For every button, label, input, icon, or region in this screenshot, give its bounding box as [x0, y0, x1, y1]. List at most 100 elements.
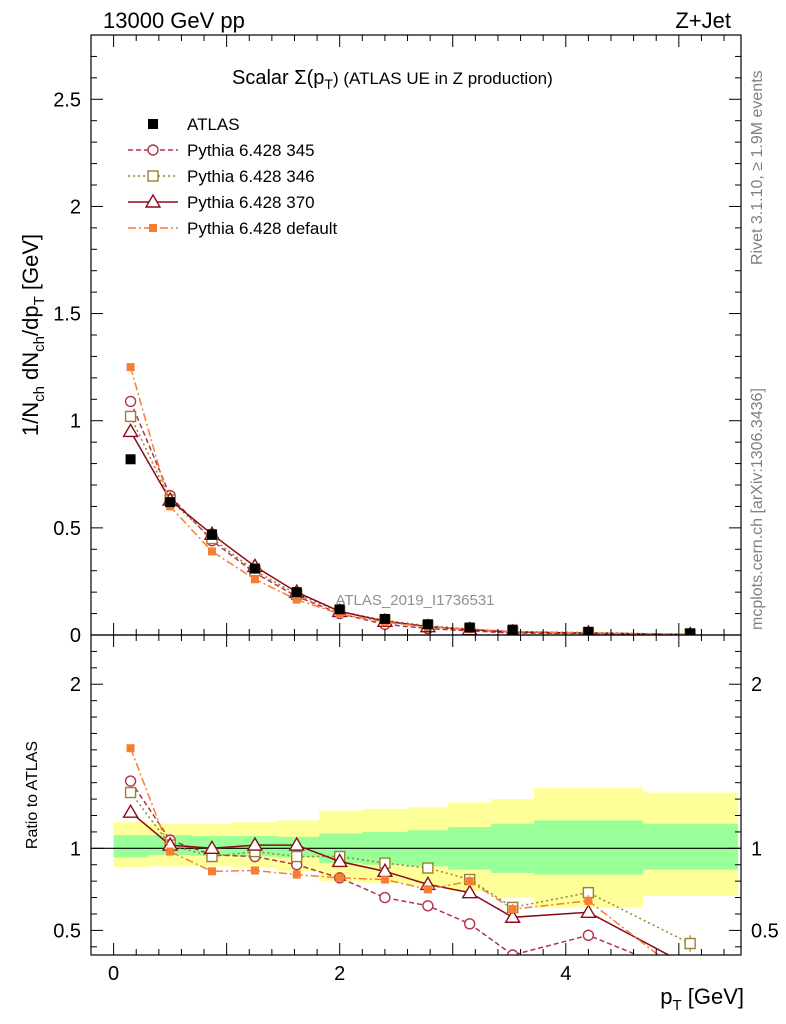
series-line-p370: [129, 431, 691, 635]
xtick-label: 2: [334, 963, 345, 985]
ratio-line-p346: [130, 792, 691, 945]
ratio-point-p346: [291, 850, 303, 863]
rivet-label: Rivet 3.1.10, ≥ 1.9M events: [749, 70, 766, 265]
ratio-point-p370: [504, 908, 521, 923]
ratio-point-p370: [203, 839, 221, 855]
point-atlas: [206, 529, 217, 540]
ytick-label: 2: [70, 196, 81, 218]
point-pdefault: [250, 575, 259, 584]
point-atlas: [165, 497, 176, 508]
ratio-series-pdefault: [126, 744, 694, 984]
ratio-point-p345: [379, 891, 391, 904]
ratio-point-pdefault: [584, 896, 593, 905]
ytick-label: 1.5: [53, 304, 81, 326]
ytick-label: 1: [70, 411, 81, 433]
point-atlas: [507, 624, 518, 635]
ratio-point-p345: [463, 918, 476, 930]
ratio-point-p370: [246, 836, 264, 851]
legend-item-pdefault: Pythia 6.428 default: [128, 219, 338, 238]
legend-label-p346: Pythia 6.428 346: [187, 167, 315, 186]
point-p370: [122, 423, 139, 438]
ratio-series-p370: [122, 803, 697, 971]
point-atlas: [379, 613, 390, 624]
ratio-point-p370: [288, 836, 305, 851]
ratio-point-p370: [580, 903, 597, 919]
ratio-frame: [90, 634, 742, 956]
ratio-point-pdefault: [380, 875, 389, 884]
legend-marker-p345: [147, 144, 159, 156]
ratio-point-pdefault: [166, 847, 175, 856]
band-green: [113, 820, 739, 875]
ratio-line-pdefault: [129, 747, 660, 955]
legend-item-p345: Pythia 6.428 345: [128, 141, 315, 160]
point-p346: [124, 410, 137, 423]
point-atlas: [249, 563, 260, 574]
mcplots-label: mcplots.cern.ch [arXiv:1306.3436]: [749, 388, 766, 630]
ratio-ytick-label: 0.5: [53, 920, 81, 942]
point-p345: [124, 395, 137, 408]
ytick-label: 2.5: [53, 89, 81, 111]
main-plot-area: [122, 363, 696, 635]
ratio-ylabel: Ratio to ATLAS: [24, 741, 41, 849]
legend-label-p345: Pythia 6.428 345: [187, 141, 315, 160]
ratio-point-p345: [685, 971, 695, 981]
ratio-point-pdefault: [207, 867, 216, 876]
ratio-line-p370: [130, 811, 671, 955]
main-axes: 0 0.5 1 1.5 2 2.5: [53, 35, 741, 647]
header-left: 13000 GeV pp: [103, 8, 245, 33]
ratio-point-p370: [122, 803, 139, 818]
ratio-point-pdefault: [465, 877, 474, 886]
ratio-point-pdefault: [423, 885, 432, 894]
legend-marker-atlas: [148, 119, 158, 129]
ratio-point-p345: [582, 929, 595, 942]
point-atlas: [291, 587, 302, 598]
ratio-ytick-label-right: 1: [751, 838, 762, 860]
point-atlas: [334, 604, 345, 615]
analysis-watermark: ATLAS_2019_I1736531: [335, 592, 494, 609]
ratio-ytick-label-right: 0.5: [751, 920, 779, 942]
ratio-panel: 0.5 0.5 1 1 2 2 0 2 4 Ratio to ATLAS pT [GeV]: [24, 634, 779, 1014]
point-atlas: [685, 628, 696, 635]
ratio-point-p370: [331, 853, 348, 868]
ytick-label: 0: [70, 625, 81, 647]
series-line-p345: [129, 401, 691, 635]
legend-label-atlas: ATLAS: [187, 115, 240, 134]
band-green-bin: [534, 820, 644, 875]
legend-marker-p346: [147, 170, 159, 182]
point-pdefault: [207, 547, 216, 556]
ratio-point-p370: [461, 884, 478, 899]
plot-title: Scalar Σ(pT) (ATLAS UE in Z production): [232, 67, 553, 92]
ratio-point-p346: [422, 862, 434, 874]
ratio-point-p370: [683, 959, 697, 971]
xtick-label: 4: [560, 963, 571, 985]
ytick-label: 0.5: [53, 518, 81, 540]
point-atlas: [464, 622, 475, 633]
ratio-ytick-label-right: 2: [751, 674, 762, 696]
ratio-point-pdefault: [686, 976, 694, 984]
ratio-point-pdefault: [126, 744, 135, 753]
main-panel: 0 0.5 1 1.5 2 2.5 Scalar Σ(pT) (ATLAS UE in Z…: [18, 34, 742, 647]
ratio-point-p345: [506, 949, 519, 955]
ratio-point-p345: [422, 900, 434, 912]
ratio-point-pdefault: [335, 873, 344, 882]
ratio-ytick-label: 2: [70, 674, 81, 696]
band-green-bin: [642, 823, 739, 870]
ratio-point-p346: [124, 786, 137, 799]
ratio-ytick-label: 1: [70, 838, 81, 860]
legend-label-p370: Pythia 6.428 370: [187, 193, 315, 212]
legend-marker-p370: [144, 193, 162, 208]
series-line-pdefault: [129, 366, 691, 635]
ratio-point-pdefault: [508, 905, 517, 914]
ratio-point-pdefault: [250, 866, 259, 875]
legend-item-p346: Pythia 6.428 346: [128, 167, 315, 186]
xtick-label: 0: [108, 963, 119, 985]
ratio-point-p346: [684, 937, 696, 950]
point-pdefault: [126, 363, 135, 372]
legend: ATLAS Pythia 6.428 345 Pythia 6.428 346 Pyt…: [128, 115, 338, 238]
header-right: Z+Jet: [675, 8, 731, 33]
legend-item-atlas: ATLAS: [148, 115, 240, 134]
ratio-point-p345: [124, 775, 137, 787]
band-green-bin: [113, 835, 149, 858]
legend-label-pdefault: Pythia 6.428 default: [187, 219, 338, 238]
